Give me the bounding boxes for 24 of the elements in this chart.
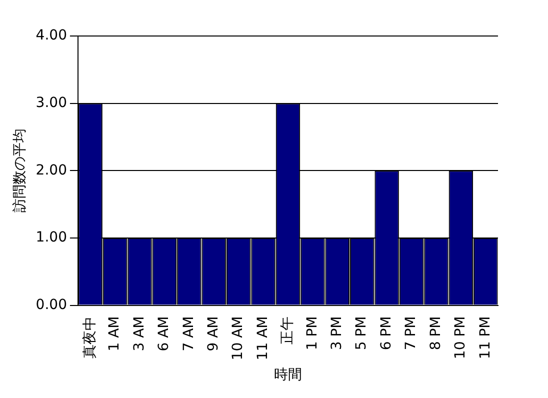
y-axis-title: 訪問数の平均 [12,128,28,213]
x-tick-label: 10 PM [452,316,469,360]
y-tick-label: 3.00 [36,94,67,111]
x-tick-label: 6 AM [156,316,172,352]
x-tick-label: 正午 [280,316,296,344]
x-tick-label: 1 PM [304,316,320,350]
x-tick-label: 真夜中 [82,316,98,358]
x-tick-label: 6 PM [378,316,394,350]
x-tick-label: 5 PM [354,316,370,350]
x-tick-label: 3 AM [131,316,148,352]
x-tick-label: 3 PM [329,316,346,350]
x-tick-label: 9 AM [206,316,222,352]
x-tick-label: 11 AM [254,316,271,360]
x-axis-title: 時間 [274,367,302,384]
x-tick-label: 7 PM [403,316,420,350]
x-tick-label: 1 AM [106,316,123,352]
y-tick-label: 0.00 [36,296,67,313]
y-tick-label: 2.00 [36,162,67,178]
y-tick-label: 4.00 [36,28,67,44]
x-tick-label: 11 PM [477,316,494,360]
y-tick-label: 1.00 [36,230,67,246]
x-tick-label: 10 AM [230,316,246,360]
x-tick-label: 8 PM [428,316,444,350]
x-tick-label: 7 AM [180,316,197,352]
